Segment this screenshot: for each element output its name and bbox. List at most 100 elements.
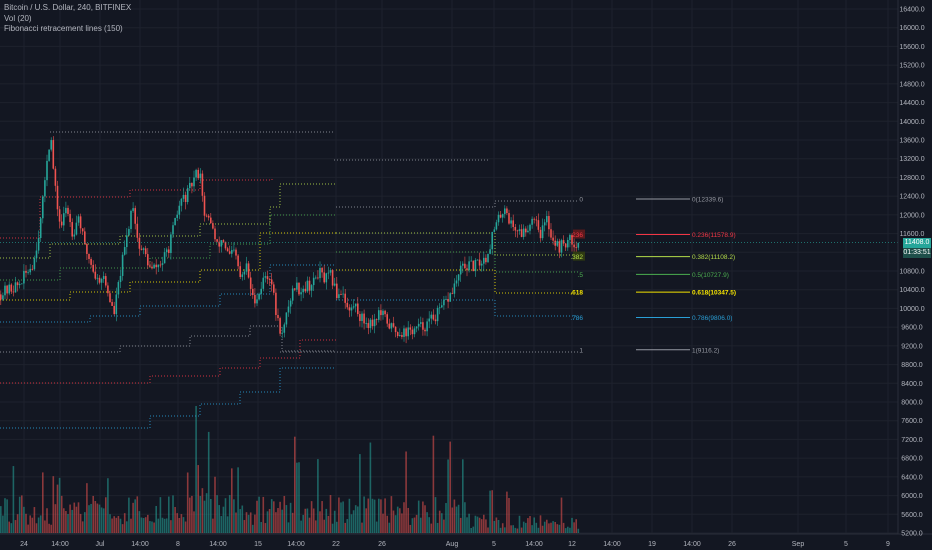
candle-body: [254, 295, 256, 304]
time-tick-label: 19: [648, 541, 656, 548]
fib-left-label: 0: [579, 196, 583, 203]
volume-bar: [48, 523, 50, 533]
candle-body: [157, 264, 160, 268]
volume-bar: [535, 522, 538, 533]
candle-body: [298, 282, 300, 295]
candle-body: [367, 323, 370, 329]
candle-body: [512, 220, 514, 227]
volume-bar: [466, 517, 468, 533]
volume-bar: [266, 511, 269, 533]
candle-body: [94, 271, 97, 279]
candle-body: [550, 229, 552, 238]
candle-body: [380, 310, 382, 316]
volume-bar: [191, 495, 193, 533]
candle-body: [222, 240, 225, 242]
fib-dotted-step: [0, 214, 336, 281]
volume-bar: [2, 515, 4, 533]
candle-body: [535, 219, 538, 221]
volume-bar: [548, 523, 550, 533]
volume-bar: [394, 515, 397, 533]
price-tick-label: 10400.0: [899, 287, 924, 294]
candle-body: [443, 299, 445, 306]
time-tick-label: 14:00: [51, 541, 69, 548]
volume-bar: [14, 520, 17, 533]
candle-body: [193, 177, 195, 187]
candle-body: [317, 277, 319, 279]
volume-bar: [321, 501, 323, 533]
price-tick-label: 16400.0: [899, 7, 924, 14]
fib-right-label: 0.236(11578.9): [692, 232, 736, 239]
volume-bar: [369, 442, 372, 533]
price-axis[interactable]: 16400.0 16000.0 15600.0 15200.0 14800.0 14400…: [899, 7, 924, 538]
volume-bar: [525, 522, 527, 533]
candle-body: [233, 249, 235, 251]
time-axis[interactable]: 24 14:00 Jul 14:00 8 14:00 15 14:00 22 26 Aug 5 14:0…: [20, 541, 890, 548]
volume-bar: [434, 497, 437, 533]
volume-bar: [56, 484, 59, 533]
volume-bar: [375, 521, 378, 533]
time-tick-label: 14:00: [683, 541, 701, 548]
volume-bar: [235, 512, 237, 533]
volume-bar: [333, 510, 336, 533]
candle-body: [426, 321, 428, 332]
volume-bar: [451, 507, 454, 533]
volume-bar: [0, 506, 2, 533]
candle-body: [373, 319, 376, 327]
legend-symbol[interactable]: Bitcoin / U.S. Dollar, 240, BITFINEX: [4, 3, 132, 12]
candle-body: [386, 314, 388, 324]
volume-bar: [518, 515, 521, 533]
candle-body: [562, 240, 565, 244]
candle-body: [10, 284, 13, 292]
volume-bar: [189, 497, 191, 533]
volume-bar: [270, 499, 273, 533]
time-tick-label: 15: [254, 541, 262, 548]
volume-bar: [79, 513, 82, 533]
volume-bar: [468, 513, 470, 533]
volume-bar: [153, 522, 155, 533]
volume-bar: [550, 522, 552, 533]
candle-body: [312, 277, 315, 286]
candle-body: [159, 264, 162, 266]
time-tick-label: Aug: [446, 541, 459, 548]
candle-body: [422, 322, 424, 330]
candle-body: [569, 234, 571, 240]
candle-body: [75, 222, 78, 235]
candle-body: [543, 222, 546, 226]
time-tick-label: 5: [844, 541, 848, 548]
candle-body: [245, 263, 248, 272]
volume-bar: [285, 505, 288, 533]
candle-body: [315, 277, 317, 279]
candle-body: [415, 326, 418, 329]
fib-left-label-bg: [573, 287, 585, 297]
volume-bar: [220, 516, 223, 533]
candle-body: [88, 253, 90, 259]
candle-body: [8, 284, 10, 294]
volume-bar: [132, 502, 134, 533]
volume-bar: [44, 520, 46, 533]
volume-bar: [428, 517, 430, 533]
candle-body: [277, 315, 279, 319]
candle-body: [384, 310, 386, 315]
volume-bar: [140, 517, 143, 533]
candle-body: [153, 264, 155, 269]
candle-body: [71, 222, 73, 237]
candle-body: [195, 169, 197, 178]
legend-indicator[interactable]: Fibonacci retracement lines (150): [4, 24, 123, 33]
candle-body: [336, 283, 338, 299]
volume-bar: [197, 465, 199, 533]
volume-bar: [273, 501, 275, 533]
volume-bar: [384, 498, 386, 533]
volume-bar: [287, 522, 290, 533]
volume-bar: [77, 502, 80, 533]
candle-body: [256, 299, 258, 304]
candle-body: [541, 225, 544, 239]
volume-bar: [359, 454, 361, 533]
volume-bar: [113, 516, 115, 533]
volume-bar: [319, 511, 321, 533]
candle-body: [403, 328, 405, 337]
volume-bar: [157, 518, 160, 533]
price-tick-label: 5600.0: [901, 512, 923, 519]
volume-bar: [342, 501, 344, 533]
legend-volume[interactable]: Vol (20): [4, 13, 32, 23]
